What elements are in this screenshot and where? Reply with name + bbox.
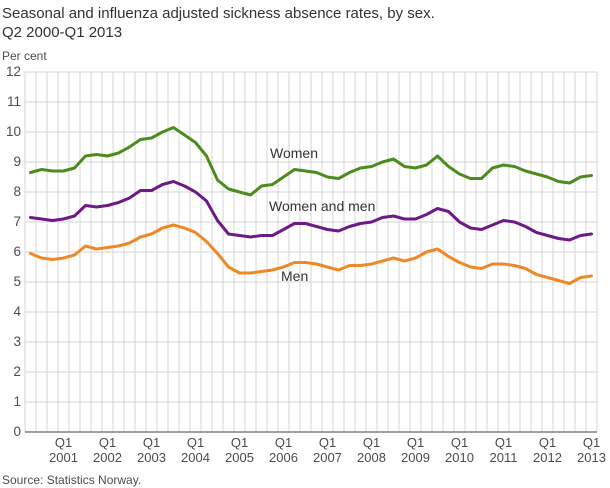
y-tick-label: 4 [13,304,21,319]
series-label-women: Women [270,145,318,161]
x-tick-label: Q1 2013 [577,435,606,465]
x-tick-label: Q1 2008 [357,435,386,465]
y-tick-label: 10 [5,124,21,139]
x-tick-label: Q1 2002 [93,435,122,465]
y-tick-label: 9 [13,154,21,169]
x-tick-label: Q1 2009 [401,435,430,465]
x-tick-label: Q1 2006 [269,435,298,465]
y-tick-label: 12 [5,64,21,79]
x-tick-label: Q1 2001 [49,435,78,465]
y-tick-label: 8 [13,184,21,199]
x-tick-label: Q1 2003 [137,435,166,465]
series-line-women-and-men [29,180,593,242]
series-line-women [29,126,593,197]
y-tick-label: 5 [13,274,21,289]
x-tick-label: Q1 2005 [225,435,254,465]
y-tick-label: 3 [13,334,21,349]
x-tick-label: Q1 2007 [313,435,342,465]
chart-title-line1: Seasonal and influenza adjusted sickness… [2,5,435,22]
y-axis-unit-label: Per cent [2,49,47,63]
x-tick-label: Q1 2010 [445,435,474,465]
chart-title-line2: Q2 2000-Q1 2013 [2,24,123,41]
series-label-men: Men [281,268,309,284]
series-label-women-and-men: Women and men [269,198,376,214]
y-tick-label: 6 [13,244,21,259]
y-tick-label: 2 [13,364,21,379]
source-note: Source: Statistics Norway. [2,473,142,487]
plot-svg [24,71,598,433]
y-tick-label: 11 [6,94,21,109]
y-tick-label: 0 [13,424,21,439]
series-line-men [29,223,593,285]
x-tick-label: Q1 2011 [489,435,518,465]
y-tick-label: 7 [13,214,21,229]
x-tick-label: Q1 2004 [181,435,210,465]
y-tick-label: 1 [13,394,21,409]
x-tick-label: Q1 2012 [533,435,562,465]
